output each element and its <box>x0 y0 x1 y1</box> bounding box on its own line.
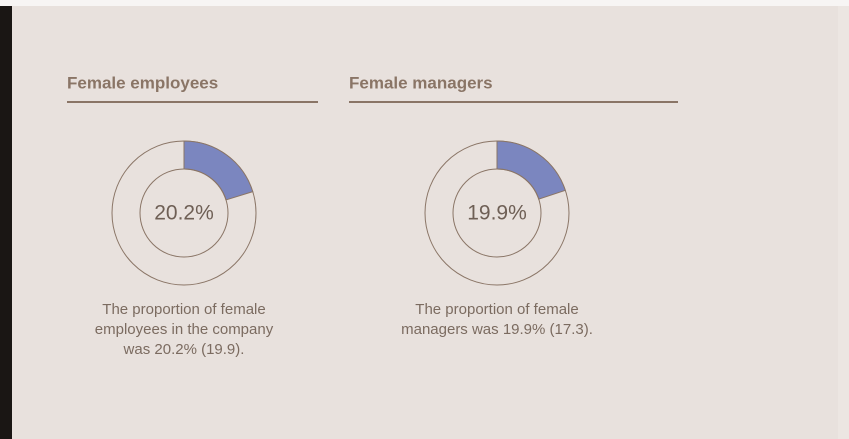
right-edge <box>838 6 849 439</box>
section-title: Female employees <box>67 73 218 92</box>
caption-line: managers was 19.9% (17.3). <box>401 321 593 338</box>
caption-line: was 20.2% (19.9). <box>123 341 245 358</box>
donut-inner <box>139 168 229 258</box>
donut-inner <box>452 168 542 258</box>
left-edge <box>0 6 12 439</box>
top-edge <box>0 0 849 6</box>
caption-line: employees in the company <box>95 321 274 338</box>
caption-line: The proportion of female <box>415 301 578 318</box>
caption-line: The proportion of female <box>102 301 265 318</box>
center-label: 20.2% <box>154 202 214 225</box>
center-label: 19.9% <box>467 202 527 225</box>
section-title: Female managers <box>349 73 493 92</box>
